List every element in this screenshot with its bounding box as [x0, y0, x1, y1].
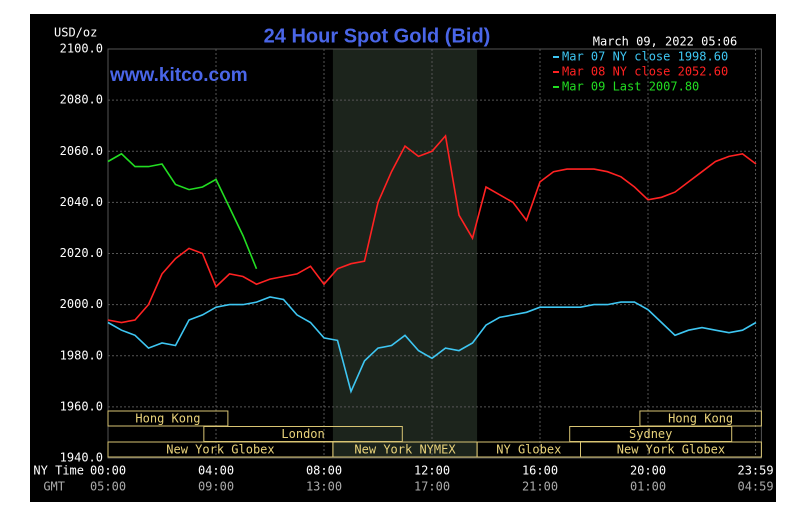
- y-axis-label: USD/oz: [54, 26, 97, 40]
- session-label: New York Globex: [617, 443, 725, 457]
- session-label: Hong Kong: [135, 412, 200, 426]
- x-tick-label: 20:00: [630, 464, 666, 478]
- x-tick-label: 12:00: [414, 464, 450, 478]
- x-tick-label: 04:00: [198, 464, 234, 478]
- session-label: London: [281, 427, 324, 441]
- y-tick-label: 2080.0: [60, 93, 103, 107]
- y-tick-label: 2060.0: [60, 144, 103, 158]
- x2-tick-label: 04:59: [737, 480, 773, 494]
- x-tick-label: 16:00: [522, 464, 558, 478]
- session-box: [580, 441, 762, 458]
- session-label: New York Globex: [166, 443, 274, 457]
- legend-swatch: [553, 56, 559, 58]
- y-tick-label: 2020.0: [60, 246, 103, 260]
- x2-tick-label: 13:00: [306, 480, 342, 494]
- session-box: [107, 410, 229, 427]
- y-tick-label: 2000.0: [60, 297, 103, 311]
- legend-label: Mar 08 NY close 2052.60: [562, 65, 728, 79]
- chart-title: 24 Hour Spot Gold (Bid): [264, 25, 491, 47]
- x2-tick-label: 01:00: [630, 480, 666, 494]
- legend-label: Mar 07 NY close 1998.60: [562, 50, 728, 64]
- x2-tick-label: 21:00: [522, 480, 558, 494]
- x2-tick-label: 09:00: [198, 480, 234, 494]
- x2-tick-label: 17:00: [414, 480, 450, 494]
- watermark: www.kitco.com: [109, 65, 248, 86]
- y-tick-label: 1960.0: [60, 399, 103, 413]
- x2-axis-label: GMT: [43, 480, 65, 494]
- y-tick-label: 2040.0: [60, 195, 103, 209]
- legend-label: Mar 09 Last 2007.80: [562, 80, 699, 94]
- x-tick-label: 23:59: [737, 464, 773, 478]
- x2-tick-label: 05:00: [90, 480, 126, 494]
- chart-date: March 09, 2022 05:06: [593, 35, 738, 49]
- session-label: Hong Kong: [668, 412, 733, 426]
- y-tick-label: 1940.0: [60, 451, 103, 465]
- y-tick-label: 2100.0: [60, 42, 103, 56]
- session-label: Sydney: [629, 427, 672, 441]
- session-label: NY Globex: [496, 443, 561, 457]
- x-tick-label: 08:00: [306, 464, 342, 478]
- legend-swatch: [553, 86, 559, 88]
- x-tick-label: 00:00: [90, 464, 126, 478]
- session-label: New York NYMEX: [354, 443, 456, 457]
- legend-swatch: [553, 71, 559, 73]
- price-line: [107, 296, 757, 394]
- price-line: [107, 134, 757, 324]
- x-axis-label: NY Time: [33, 464, 84, 478]
- y-tick-label: 1980.0: [60, 348, 103, 362]
- price-line: [107, 152, 258, 270]
